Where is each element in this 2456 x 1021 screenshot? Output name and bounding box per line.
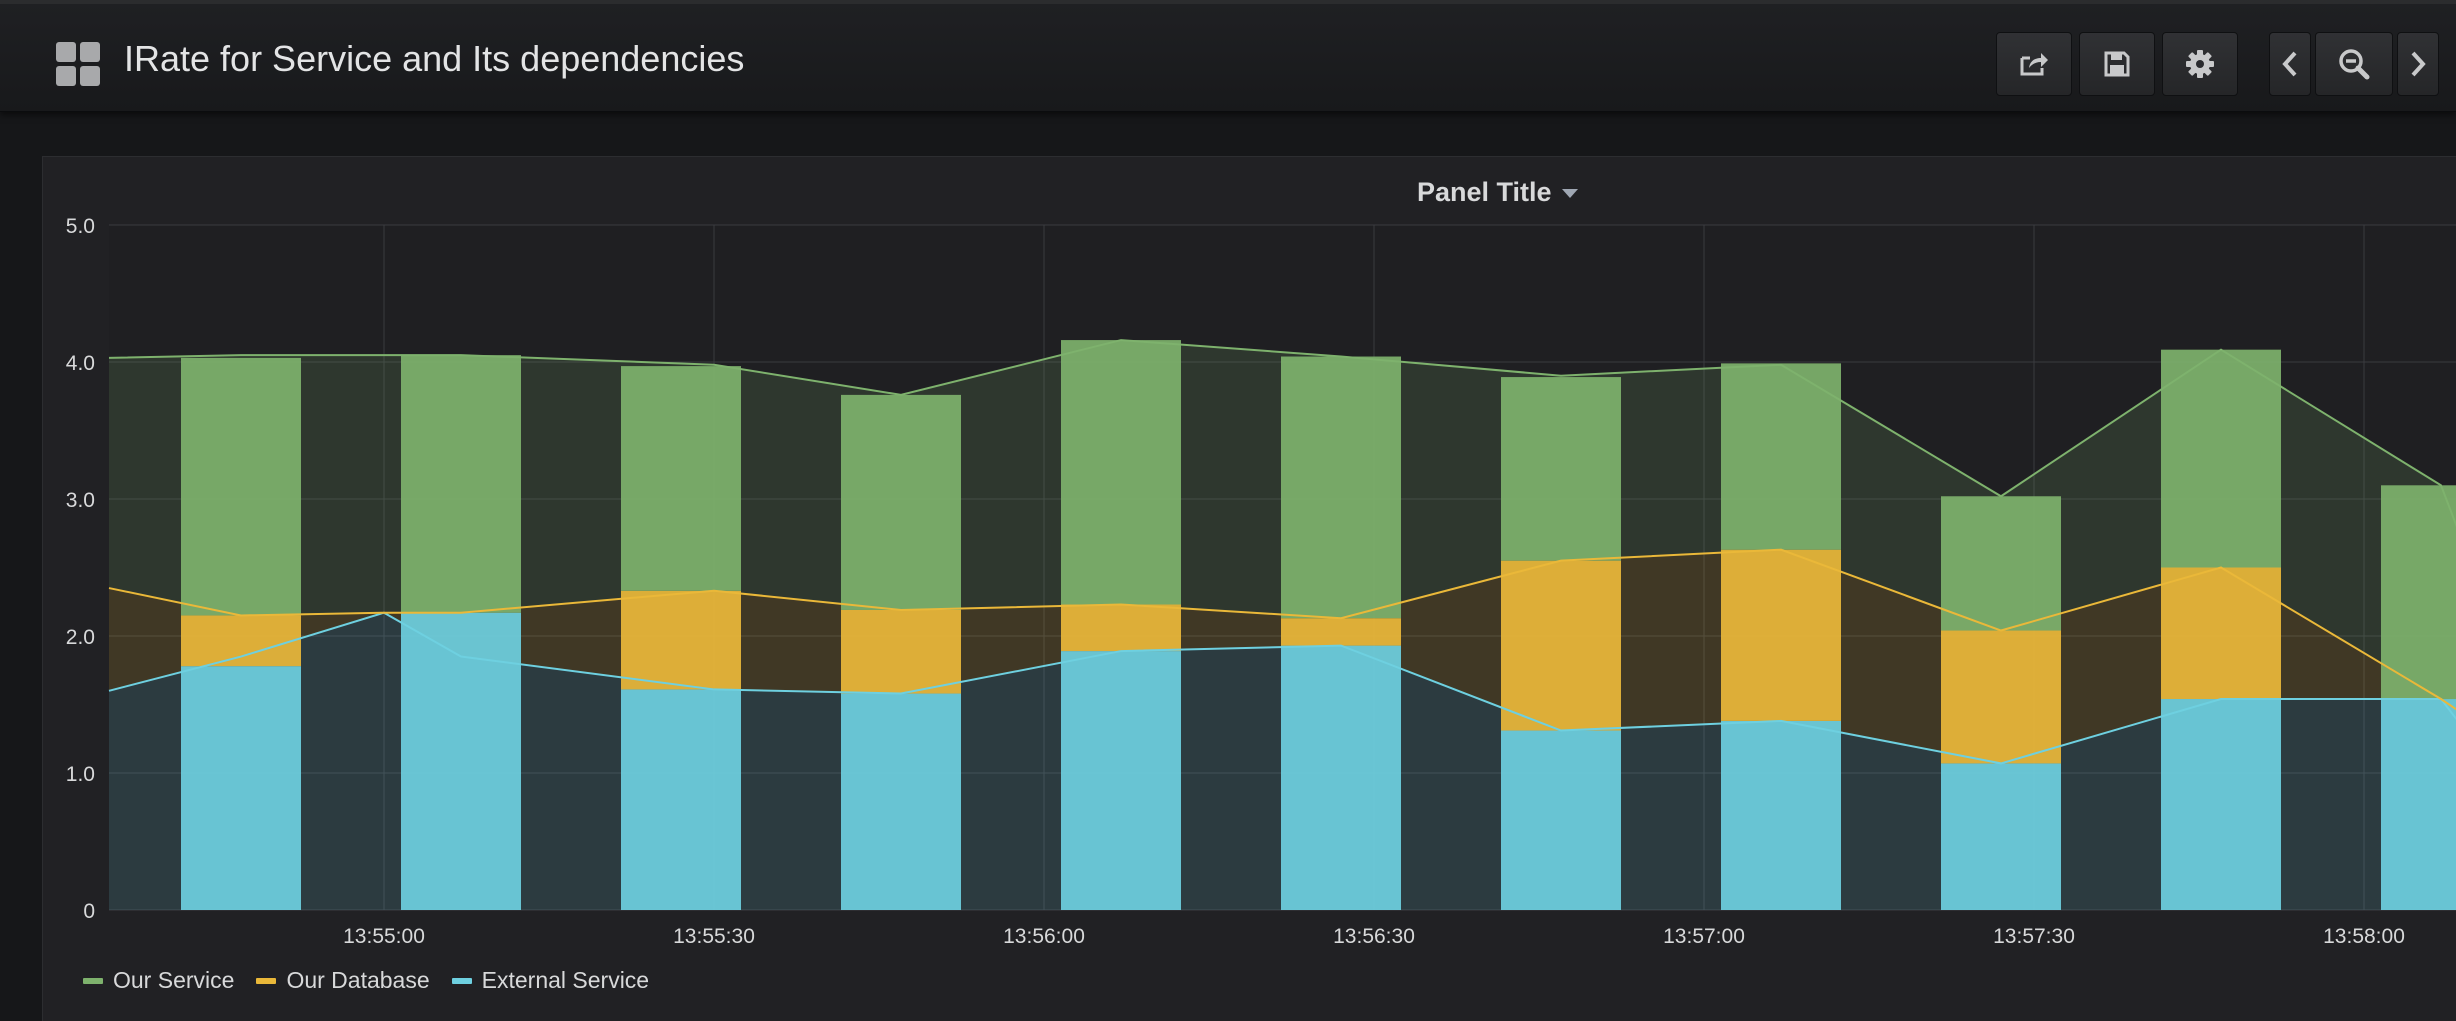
graph-legend: Our Service Our Database External Service bbox=[83, 967, 649, 994]
bar-segment bbox=[2161, 567, 2281, 700]
save-icon bbox=[2104, 51, 2130, 77]
bar-segment bbox=[1061, 340, 1181, 605]
time-forward-button[interactable] bbox=[2397, 32, 2439, 96]
bar-segment bbox=[621, 689, 741, 910]
dashboard-grid-icon[interactable] bbox=[56, 42, 100, 86]
x-tick-label: 13:56:00 bbox=[1003, 925, 1085, 948]
bar-segment bbox=[1501, 377, 1621, 561]
panel-title-menu[interactable]: Panel Title bbox=[1417, 177, 1578, 208]
save-button[interactable] bbox=[2079, 32, 2155, 96]
bar-segment bbox=[181, 666, 301, 910]
zoom-out-button[interactable] bbox=[2315, 32, 2393, 96]
bar-segment bbox=[1061, 651, 1181, 910]
caret-down-icon bbox=[1561, 189, 1578, 199]
chevron-right-icon bbox=[2411, 51, 2426, 77]
x-tick-label: 13:58:00 bbox=[2323, 925, 2405, 948]
chevron-left-icon bbox=[2282, 51, 2297, 77]
series-line-2 bbox=[108, 339, 2456, 528]
bar-segment bbox=[841, 693, 961, 910]
y-tick-label: 5.0 bbox=[66, 215, 95, 238]
bar-segment bbox=[841, 394, 961, 610]
y-tick-label: 0 bbox=[83, 900, 95, 923]
series-line-0 bbox=[108, 611, 2456, 765]
bar-segment bbox=[1721, 720, 1841, 910]
y-tick-label: 1.0 bbox=[66, 763, 95, 786]
legend-item[interactable]: Our Service bbox=[83, 967, 234, 994]
dashboard-title[interactable]: IRate for Service and Its dependencies bbox=[124, 38, 745, 79]
legend-item[interactable]: External Service bbox=[451, 967, 650, 994]
bar-segment bbox=[621, 590, 741, 690]
bar-segment bbox=[1501, 560, 1621, 731]
bar-segment bbox=[181, 615, 301, 667]
bar-segment bbox=[181, 357, 301, 616]
y-tick-label: 3.0 bbox=[66, 489, 95, 512]
x-tick-label: 13:55:30 bbox=[673, 925, 755, 948]
bar-segment bbox=[1061, 604, 1181, 652]
legend-label: Our Database bbox=[286, 967, 430, 993]
graph-panel: Panel Title 0 1.0 2.0 3.0 4.0 5.0 13:55:00 13:5… bbox=[42, 156, 2456, 1021]
x-tick-label: 13:56:30 bbox=[1333, 925, 1415, 948]
x-tick-label: 13:57:00 bbox=[1663, 925, 1745, 948]
legend-swatch bbox=[256, 977, 277, 984]
settings-button[interactable] bbox=[2162, 32, 2238, 96]
bar-segment bbox=[841, 609, 961, 694]
y-tick-label: 2.0 bbox=[66, 626, 95, 649]
time-back-button[interactable] bbox=[2269, 32, 2311, 96]
bar-segment bbox=[1281, 618, 1401, 646]
share-icon bbox=[2020, 53, 2048, 76]
chart-canvas[interactable]: 0 1.0 2.0 3.0 4.0 5.0 13:55:00 13:55:30 13:56:00… bbox=[43, 157, 2456, 957]
legend-label: External Service bbox=[481, 967, 650, 993]
x-tick-label: 13:57:30 bbox=[1993, 925, 2075, 948]
bar-segment bbox=[1501, 730, 1621, 910]
bar-segment bbox=[1281, 645, 1401, 910]
bar-segment bbox=[1941, 763, 2061, 910]
bar-segment bbox=[1281, 356, 1401, 619]
y-tick-label: 4.0 bbox=[66, 352, 95, 375]
legend-label: Our Service bbox=[113, 967, 235, 993]
bar-segment bbox=[2381, 485, 2456, 700]
dashboard-navbar: IRate for Service and Its dependencies bbox=[0, 0, 2456, 112]
bar-segment bbox=[1941, 630, 2061, 764]
bar-segment bbox=[1941, 496, 2061, 631]
legend-swatch bbox=[451, 977, 472, 984]
zoom-out-icon bbox=[2339, 49, 2370, 80]
bar-segment bbox=[401, 355, 521, 613]
gear-icon bbox=[2186, 50, 2214, 78]
bar-segment bbox=[2381, 699, 2456, 910]
legend-item[interactable]: Our Database bbox=[256, 967, 430, 994]
share-button[interactable] bbox=[1996, 32, 2072, 96]
panel-title-text: Panel Title bbox=[1417, 177, 1552, 207]
bar-segment bbox=[621, 366, 741, 591]
x-tick-label: 13:55:00 bbox=[343, 925, 425, 948]
bar-segment bbox=[1721, 363, 1841, 550]
bar-segment bbox=[2161, 349, 2281, 568]
bar-segment bbox=[2161, 699, 2281, 910]
series-line-1 bbox=[108, 548, 2456, 711]
bar-segment bbox=[1721, 549, 1841, 721]
legend-swatch bbox=[83, 977, 103, 984]
